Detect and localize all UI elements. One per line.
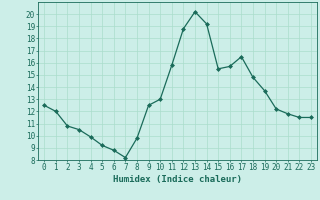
X-axis label: Humidex (Indice chaleur): Humidex (Indice chaleur) <box>113 175 242 184</box>
